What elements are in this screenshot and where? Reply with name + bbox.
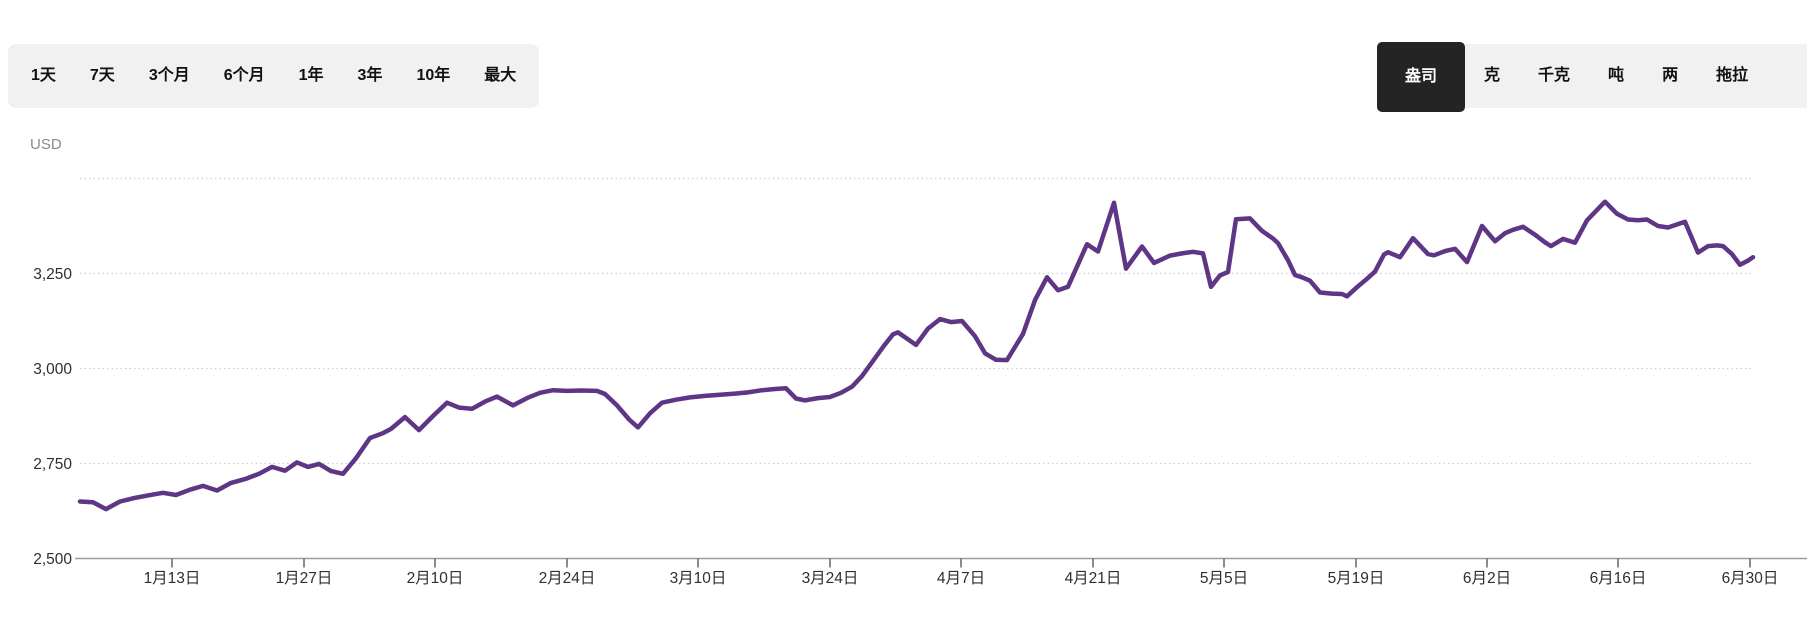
unit-button-tola[interactable]: 拖拉 <box>1716 67 1749 84</box>
time-range-toolbar: 1天 7天 3个月 6个月 1年 3年 10年 最大 <box>8 44 540 108</box>
range-button-3m[interactable]: 3个月 <box>148 67 190 84</box>
x-tick-label: 4月21日 <box>1065 570 1122 587</box>
range-button-max[interactable]: 最大 <box>484 67 517 84</box>
x-tick-label: 3月10日 <box>670 570 727 587</box>
unit-button-tonne[interactable]: 吨 <box>1608 67 1625 84</box>
y-tick-label: 3,250 <box>33 266 72 283</box>
range-button-6m[interactable]: 6个月 <box>223 67 265 84</box>
y-tick-label: 2,500 <box>33 551 72 568</box>
unit-button-tael[interactable]: 两 <box>1662 67 1679 84</box>
range-button-7d[interactable]: 7天 <box>89 67 115 84</box>
x-tick-label: 5月19日 <box>1328 570 1385 587</box>
x-tick-label: 2月10日 <box>407 570 464 587</box>
x-tick-label: 1月13日 <box>144 570 201 587</box>
x-tick-label: 5月5日 <box>1200 570 1248 587</box>
y-tick-label: 2,750 <box>33 456 72 473</box>
range-button-10y[interactable]: 10年 <box>416 67 451 84</box>
currency-label: USD <box>30 136 62 153</box>
x-tick-label: 6月16日 <box>1590 570 1647 587</box>
x-tick-label: 6月30日 <box>1722 570 1779 587</box>
range-button-1d[interactable]: 1天 <box>31 67 56 84</box>
x-tick-label: 3月24日 <box>802 570 859 587</box>
price-line <box>77 199 1756 512</box>
unit-button-gram[interactable]: 克 <box>1484 67 1501 84</box>
unit-button-kilogram[interactable]: 千克 <box>1538 67 1571 84</box>
range-button-1y[interactable]: 1年 <box>298 67 324 84</box>
x-tick-label: 1月27日 <box>276 570 333 587</box>
range-button-3y[interactable]: 3年 <box>357 67 383 84</box>
x-tick-label: 6月2日 <box>1463 570 1511 587</box>
x-tick-label: 4月7日 <box>937 570 985 587</box>
unit-toolbar: 盎司 克 千克 吨 两 拖拉 <box>1377 42 1807 112</box>
x-tick-label: 2月24日 <box>539 570 596 587</box>
unit-button-ounce-active[interactable]: 盎司 <box>1377 42 1466 112</box>
y-tick-label: 3,000 <box>33 361 72 378</box>
